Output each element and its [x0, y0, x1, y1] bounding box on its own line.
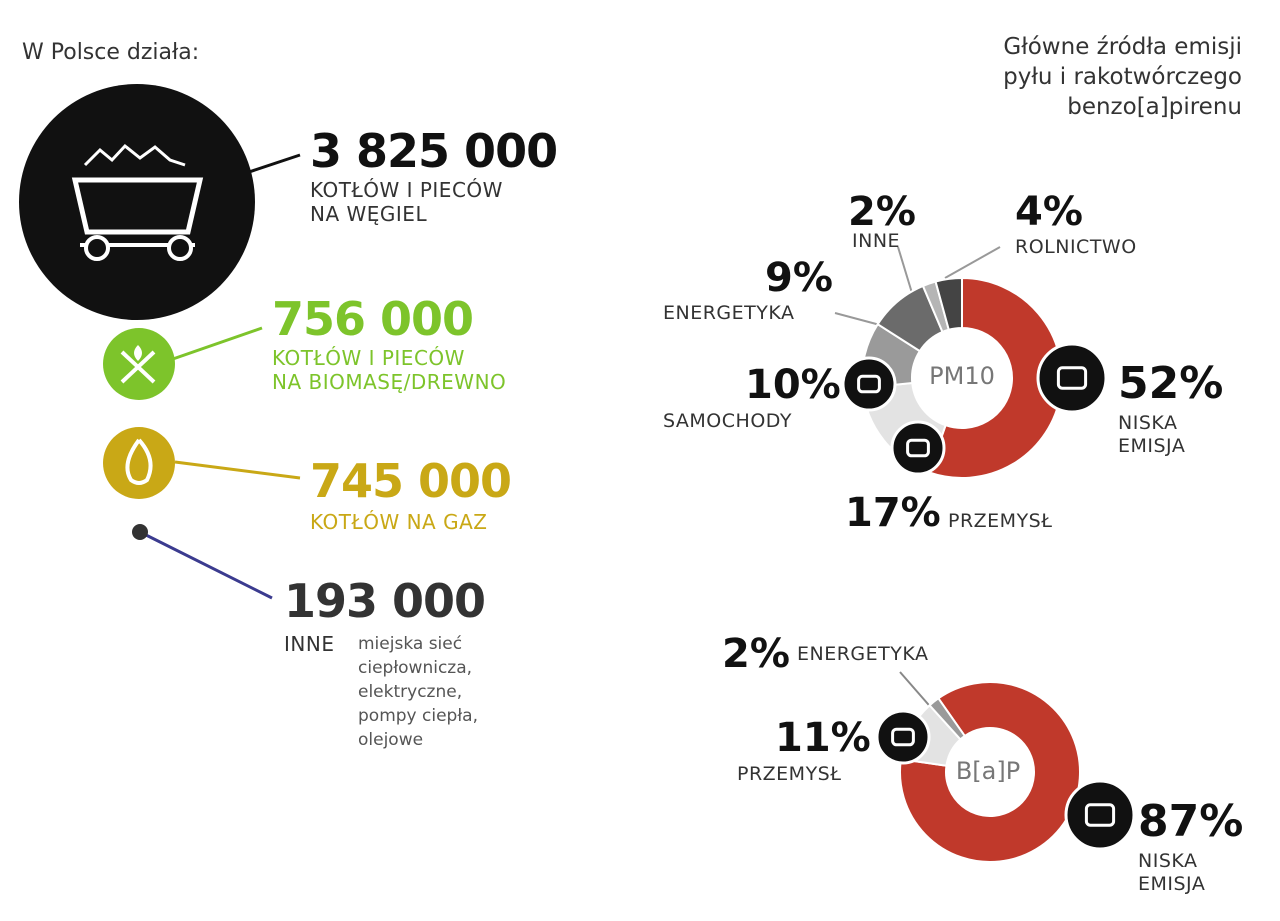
- pm10-label-inne: INNE: [852, 230, 901, 252]
- coal-cart-icon: [19, 84, 255, 320]
- title-line: pyłu i rakotwórczego: [1003, 64, 1242, 90]
- pm10-label-samochody-pct: 10%: [745, 362, 841, 408]
- bap-label-przemysl: PRZEMYSŁ: [737, 763, 842, 785]
- stat-coal: 3 825 000 KOTŁÓW I PIECÓW NA WĘGIEL: [310, 124, 558, 226]
- pm10-label-rolnictwo: ROLNICTWO: [1015, 236, 1137, 258]
- stat-value: 193 000: [284, 574, 486, 628]
- pm10-label-niska-pct: 52%: [1118, 358, 1224, 409]
- pm10-label-inne-pct: 2%: [848, 189, 916, 235]
- bap-label-energetyka-pct: 2%: [722, 631, 790, 677]
- connector-gas: [174, 460, 301, 480]
- other-dot: [132, 524, 148, 540]
- factory-icon-glyph: [906, 438, 930, 458]
- stat-caption: INNE: [284, 632, 335, 656]
- connector-biomass: [169, 326, 263, 362]
- stat-biomass: 756 000 KOTŁÓW I PIECÓW NA BIOMASĘ/DREWN…: [272, 296, 506, 394]
- note-line: ciepłownicza,: [358, 658, 473, 678]
- right-title: Główne źródła emisji pyłu i rakotwórczeg…: [1003, 32, 1242, 122]
- pm10-label-energetyka-pct: 9%: [765, 255, 833, 301]
- factory-icon: [875, 709, 931, 765]
- bap-label-energetyka: ENERGETYKA: [797, 643, 929, 665]
- stat-other: 193 000 INNE miejska sieć ciepłownicza, …: [284, 574, 486, 750]
- note-line: miejska sieć: [358, 634, 463, 654]
- pm10-label-przemysl-pct: 17%: [845, 490, 941, 536]
- stat-caption: KOTŁÓW I PIECÓW: [272, 346, 465, 370]
- stat-value: 3 825 000: [310, 124, 558, 178]
- pm10-label-energetyka: ENERGETYKA: [663, 302, 795, 324]
- stat-value: 745 000: [310, 454, 512, 508]
- connector-other: [139, 530, 273, 600]
- stove-icon-glyph: [1056, 366, 1088, 390]
- stat-caption: KOTŁÓW NA GAZ: [310, 510, 488, 534]
- stove-icon-glyph: [1084, 803, 1116, 827]
- bap-center-label: B[a]P: [955, 757, 1021, 785]
- stat-caption: NA WĘGIEL: [310, 202, 428, 226]
- stove-icon: [1036, 342, 1108, 414]
- car-icon: [841, 356, 897, 412]
- title-line: Główne źródła emisji: [1003, 34, 1242, 60]
- car-icon-glyph: [857, 374, 881, 394]
- pm10-center-label: PM10: [929, 362, 995, 390]
- pm10-label-niska: NISKA EMISJA: [1118, 412, 1186, 457]
- note-line: olejowe: [358, 730, 424, 750]
- title-line: benzo[a]pirenu: [1067, 94, 1242, 120]
- stat-value: 756 000: [272, 292, 474, 346]
- pm10-slice-5: [934, 276, 963, 332]
- bap-label-niska-pct: 87%: [1138, 796, 1244, 847]
- factory-icon: [890, 420, 946, 476]
- factory-icon-glyph: [891, 727, 915, 747]
- gas-flame-icon: [103, 427, 175, 499]
- note-line: pompy ciepła,: [358, 706, 478, 726]
- note-line: elektryczne,: [358, 682, 463, 702]
- bap-slice-2: [928, 696, 967, 741]
- stat-note: miejska sieć ciepłownicza, elektryczne, …: [358, 632, 558, 752]
- bap-label-niska: NISKA EMISJA: [1138, 850, 1206, 895]
- wood-fire-icon: [103, 328, 175, 400]
- pm10-label-przemysl: PRZEMYSŁ: [948, 510, 1053, 532]
- stove-icon: [1064, 779, 1136, 851]
- stat-gas: 745 000 KOTŁÓW NA GAZ: [310, 454, 512, 534]
- pm10-label-samochody: SAMOCHODY: [663, 410, 792, 432]
- stat-caption: NA BIOMASĘ/DREWNO: [272, 370, 507, 394]
- pm10-label-rolnictwo-pct: 4%: [1015, 189, 1083, 235]
- bap-slice-0: [899, 681, 1081, 863]
- stat-caption: KOTŁÓW I PIECÓW: [310, 178, 503, 202]
- left-title: W Polsce działa:: [22, 40, 200, 65]
- bap-label-przemysl-pct: 11%: [775, 715, 871, 761]
